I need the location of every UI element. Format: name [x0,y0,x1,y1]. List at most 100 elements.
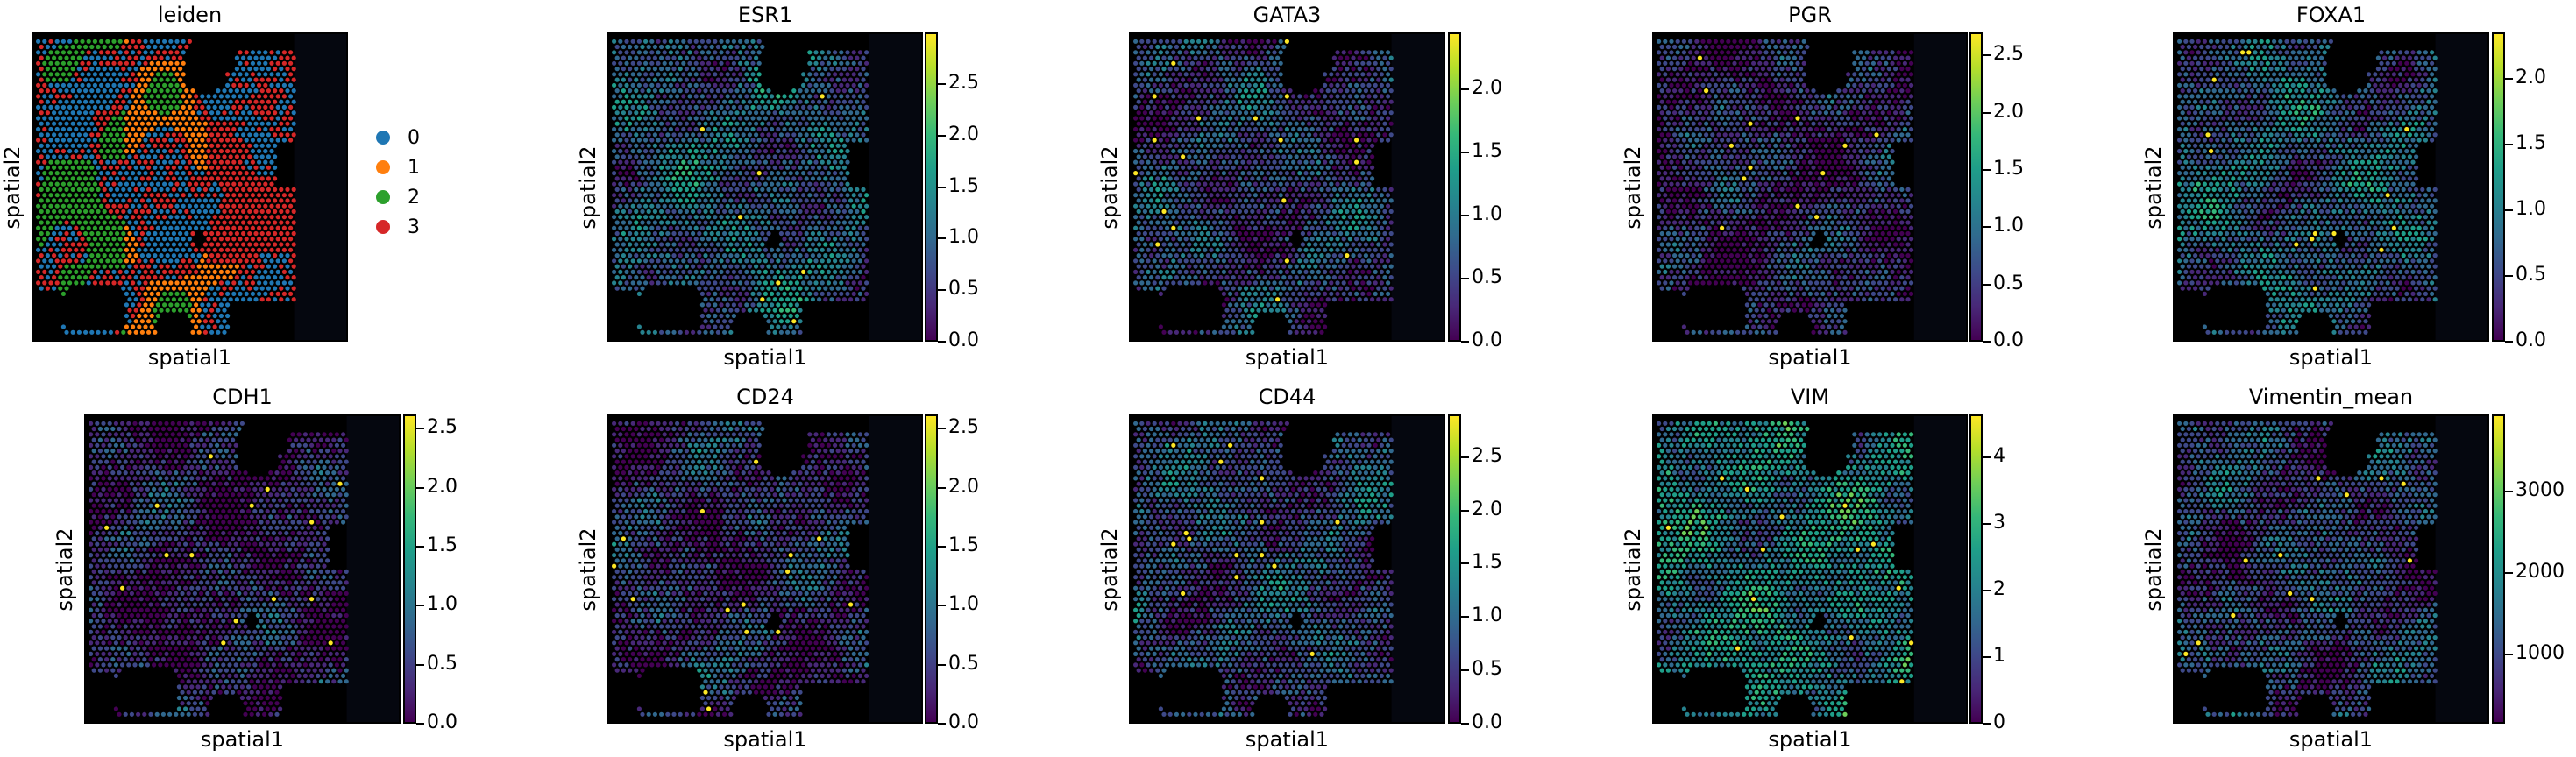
spot [1351,176,1356,181]
spot [1158,50,1163,55]
spot [117,280,123,286]
spot [1139,126,1145,132]
spot [656,193,661,198]
spot [754,99,759,104]
spot [54,60,60,66]
spot [1167,143,1173,148]
spot [1260,116,1265,121]
spot [709,154,714,159]
spot [1268,44,1274,50]
spot [1262,44,1267,50]
spot [111,116,117,121]
spot [643,159,649,165]
spot [756,148,762,154]
spot [108,253,113,258]
spot [835,209,841,214]
spot [709,242,714,247]
spot [1193,187,1198,192]
spot [153,264,158,269]
spot [750,82,756,88]
spot [139,99,145,104]
spot [92,247,97,252]
spot [1316,148,1321,154]
spot [1246,116,1252,121]
spot [250,72,255,77]
spot [1345,55,1350,60]
spot [108,220,113,225]
spot [1193,67,1198,72]
spot [238,138,243,143]
spot [1181,143,1186,148]
spot [634,67,639,72]
legend-marker [376,220,390,234]
spot [168,82,174,88]
spot [76,55,82,60]
spot [1316,138,1321,143]
spot [269,225,274,230]
spot [124,247,129,252]
spot [807,104,813,110]
spot [117,60,123,66]
spot [162,138,167,143]
spot [624,148,629,154]
spot [801,258,806,264]
spot [228,77,233,82]
spot [731,94,736,99]
spot [184,264,189,269]
spot [662,116,667,121]
spot [244,181,249,187]
spot [760,88,765,94]
spot [722,176,727,181]
spot [1300,110,1305,116]
spot [855,67,860,72]
spot [1231,55,1236,60]
spot [671,165,677,170]
spot [279,99,284,104]
spot [851,94,856,99]
spot [105,138,110,143]
spot [149,60,154,66]
spot [124,50,129,55]
spot [1228,94,1233,99]
spot [250,126,255,132]
spot [731,258,736,264]
spot [1323,159,1328,165]
spot [703,286,708,291]
spot [630,104,635,110]
spot [58,77,63,82]
spot [656,280,661,286]
spot [102,198,107,203]
spot [1212,176,1217,181]
spot [794,193,799,198]
spot [785,154,791,159]
spot [218,291,224,296]
spot [782,302,787,308]
spot [747,275,752,280]
spot [1218,77,1224,82]
spot [1294,110,1299,116]
spot [102,209,107,214]
spot [1331,132,1337,138]
spot [1297,203,1302,209]
spot [174,148,180,154]
colorbar-tick-label: 1.0 [948,226,979,249]
spot [618,203,623,209]
spot [168,94,174,99]
spot [1246,72,1252,77]
spot [96,67,101,72]
spot [162,280,167,286]
spot [146,132,152,138]
spot [174,72,180,77]
spot [273,77,278,82]
spot [754,154,759,159]
spot [133,187,138,192]
spot [1155,132,1160,138]
spot [722,242,727,247]
spot [1142,88,1147,94]
spot [656,269,661,274]
spot [756,72,762,77]
spot [756,302,762,308]
spot [1291,171,1296,176]
spot [187,313,192,319]
spot [776,159,781,165]
